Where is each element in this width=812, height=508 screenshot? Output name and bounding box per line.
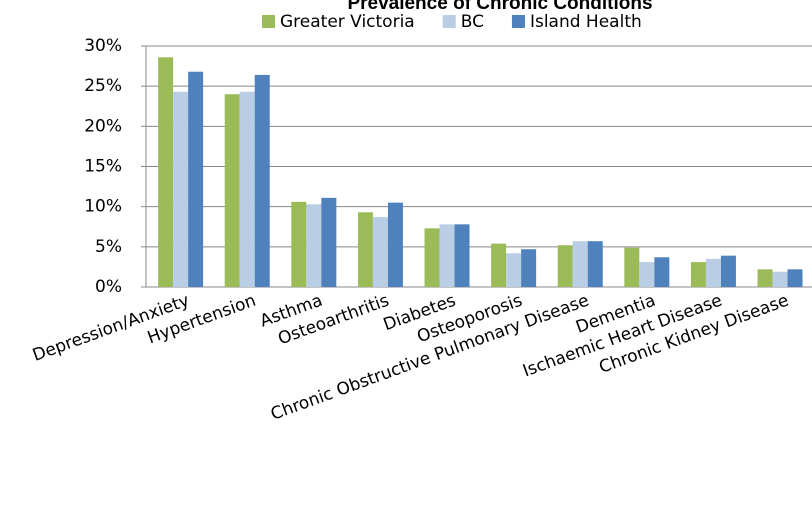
bar [654,257,670,287]
y-tick-label: 20% [84,116,122,136]
bar [491,243,507,287]
bar [224,94,240,287]
legend-label: Island Health [530,12,642,32]
chart-title: Prevalence of Chronic Conditions [347,0,652,14]
y-tick-label: 30% [84,36,122,56]
bar [572,241,588,287]
bar [188,71,204,287]
legend-swatch [262,15,275,28]
y-tick-label: 15% [84,157,122,177]
bar [158,57,174,287]
bar [454,224,470,287]
legend-swatch [442,15,456,28]
bar [720,255,736,287]
bar [787,269,803,287]
bar [357,212,373,287]
legend-label: Greater Victoria [280,12,415,32]
bar [424,228,440,287]
bar [690,262,706,287]
bar [705,258,721,287]
bar [439,224,455,287]
y-tick-label: 5% [95,237,122,257]
bar [624,247,640,287]
bar [239,91,255,287]
bar [557,245,573,287]
bar [321,197,337,287]
y-tick-label: 25% [84,76,122,96]
bar [587,241,603,287]
bar [291,201,307,287]
bar [772,271,788,287]
legend-swatch [511,15,525,28]
bar [757,269,773,287]
y-tick-label: 0% [95,277,122,297]
y-tick-label: 10% [84,197,122,217]
bar [639,262,655,287]
bar [254,74,270,287]
bar [306,204,322,287]
bar [372,217,388,287]
legend-label: BC [461,12,484,32]
bar [173,91,189,287]
bar [506,253,522,287]
bar [521,249,537,287]
bar [387,202,403,287]
